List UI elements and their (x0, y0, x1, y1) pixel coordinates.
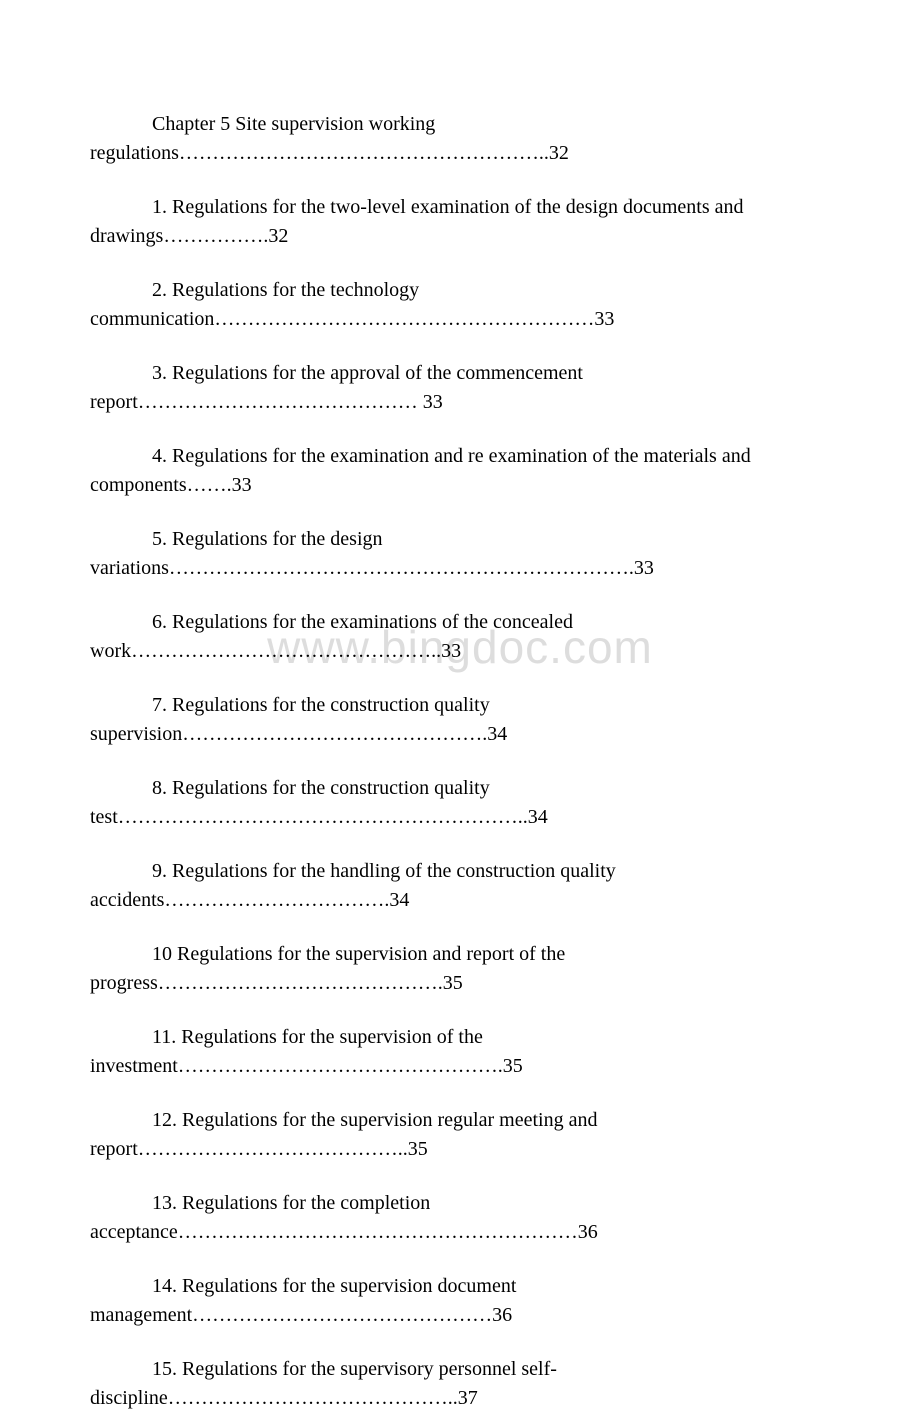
toc-entry: Chapter 5 Site supervision working regul… (90, 110, 830, 168)
toc-entry: 14. Regulations for the supervision docu… (90, 1272, 830, 1330)
toc-entry: 7. Regulations for the construction qual… (90, 691, 830, 749)
toc-entry: 10 Regulations for the supervision and r… (90, 940, 830, 998)
toc-entry: 6. Regulations for the examinations of t… (90, 608, 830, 666)
toc-entry: 5. Regulations for the design variations… (90, 525, 830, 583)
toc-entry: 15. Regulations for the supervisory pers… (90, 1355, 830, 1413)
toc-entry: 4. Regulations for the examination and r… (90, 442, 830, 500)
toc-entry: 3. Regulations for the approval of the c… (90, 359, 830, 417)
toc-entry: 1. Regulations for the two-level examina… (90, 193, 830, 251)
toc-content: Chapter 5 Site supervision working regul… (90, 110, 830, 1413)
toc-entry: 12. Regulations for the supervision regu… (90, 1106, 830, 1164)
toc-entry: 2. Regulations for the technology commun… (90, 276, 830, 334)
toc-entry: 8. Regulations for the construction qual… (90, 774, 830, 832)
toc-entry: 9. Regulations for the handling of the c… (90, 857, 830, 915)
toc-entry: 13. Regulations for the completion accep… (90, 1189, 830, 1247)
toc-entry: 11. Regulations for the supervision of t… (90, 1023, 830, 1081)
